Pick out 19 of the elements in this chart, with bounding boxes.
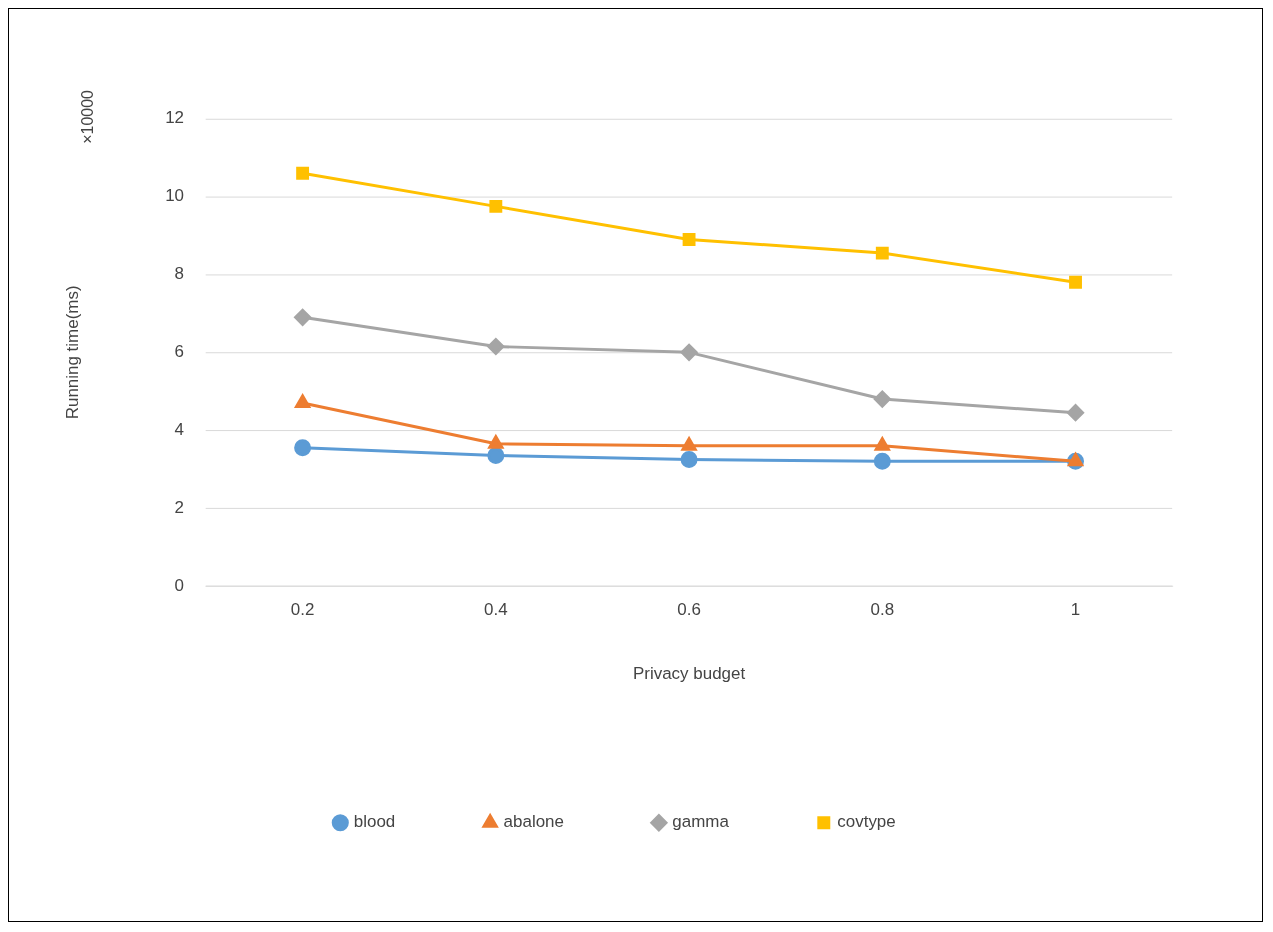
- y-tick-label: 10: [165, 186, 185, 206]
- y-tick-label: 2: [174, 497, 185, 517]
- x-tick-label: 0.4: [484, 599, 508, 619]
- y-tick-label: 6: [174, 342, 185, 362]
- legend-label: blood: [353, 812, 396, 832]
- x-axis-title: Privacy budget: [632, 664, 746, 684]
- y-tick-label: 8: [174, 264, 185, 284]
- legend-label: abalone: [503, 812, 564, 832]
- legend-label: gamma: [672, 812, 730, 832]
- x-tick-label: 0.8: [870, 599, 895, 619]
- x-tick-label: 0.2: [290, 599, 315, 619]
- y-tick-label: 0: [174, 575, 185, 595]
- x-tick-label: 1: [1070, 599, 1081, 619]
- y-tick-label: 12: [165, 108, 185, 128]
- legend-label: covtype: [837, 812, 896, 832]
- text: ×10000: [79, 89, 97, 144]
- x-tick-label: 0.6: [677, 599, 701, 619]
- y-tick-label: 4: [174, 419, 185, 439]
- y-axis-title: Running time(ms): [62, 285, 82, 420]
